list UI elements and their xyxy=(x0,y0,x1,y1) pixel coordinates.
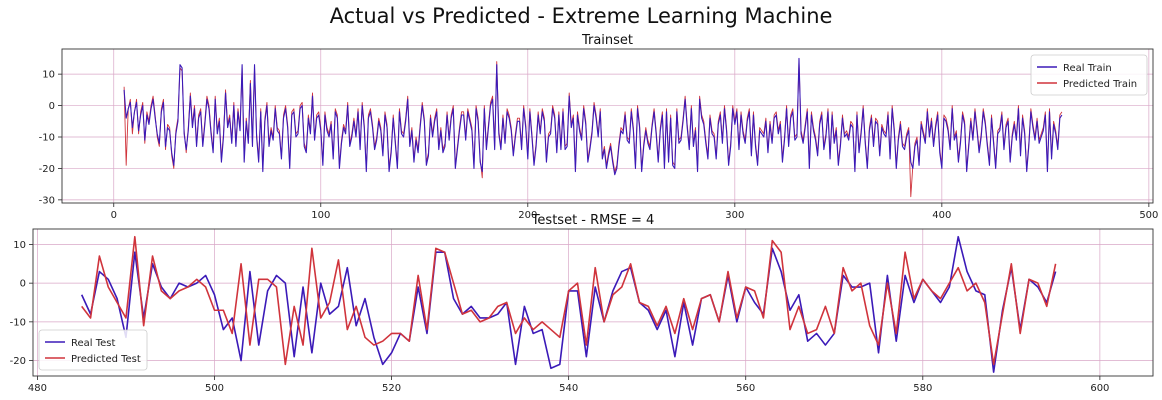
plot-frame xyxy=(61,48,1154,204)
legend-label: Predicted Test xyxy=(71,354,141,365)
series-line-real-train xyxy=(123,57,1063,176)
y-tick-label: 10 xyxy=(42,70,55,81)
y-tick-label: -20 xyxy=(39,164,55,175)
chart-panel-test: Testset - RMSE = 4 480 500 520 540 560 580 600 1… xyxy=(10,213,1154,394)
x-tick-label: 100 xyxy=(311,210,330,221)
legend-label: Real Test xyxy=(71,338,116,349)
y-tick-label: -10 xyxy=(39,133,55,144)
legend: Real Train Predicted Train xyxy=(1030,54,1148,96)
y-tick-label: -10 xyxy=(10,317,26,328)
x-tick-label: 0 xyxy=(111,210,117,221)
plot-frame xyxy=(32,228,1154,377)
x-tick-label: 520 xyxy=(382,383,401,394)
x-tick-label: 600 xyxy=(1090,383,1109,394)
x-tick-label: 540 xyxy=(559,383,578,394)
figure-title: Actual vs Predicted - Extreme Learning M… xyxy=(329,4,833,28)
series-line-predicted-test xyxy=(81,235,1057,366)
x-tick-label: 500 xyxy=(205,383,224,394)
y-tick-label: 0 xyxy=(20,279,26,290)
x-tick-label: 400 xyxy=(932,210,951,221)
legend-label: Predicted Train xyxy=(1063,79,1137,90)
x-tick-label: 200 xyxy=(518,210,537,221)
y-tick-label: -30 xyxy=(39,195,55,206)
y-tick-label: 10 xyxy=(13,240,26,251)
chart-title: Testset - RMSE = 4 xyxy=(531,213,655,228)
chart-title: Trainset xyxy=(581,33,633,48)
x-tick-label: 500 xyxy=(1139,210,1158,221)
x-tick-label: 580 xyxy=(913,383,932,394)
legend-label: Real Train xyxy=(1063,63,1112,74)
legend: Real Test Predicted Test xyxy=(38,329,148,371)
legend-box xyxy=(38,329,148,371)
x-tick-label: 480 xyxy=(28,383,47,394)
legend-box xyxy=(1030,54,1148,96)
y-tick-label: 0 xyxy=(49,101,55,112)
x-tick-label: 560 xyxy=(736,383,755,394)
x-tick-label: 300 xyxy=(725,210,744,221)
y-tick-label: -20 xyxy=(10,356,26,367)
